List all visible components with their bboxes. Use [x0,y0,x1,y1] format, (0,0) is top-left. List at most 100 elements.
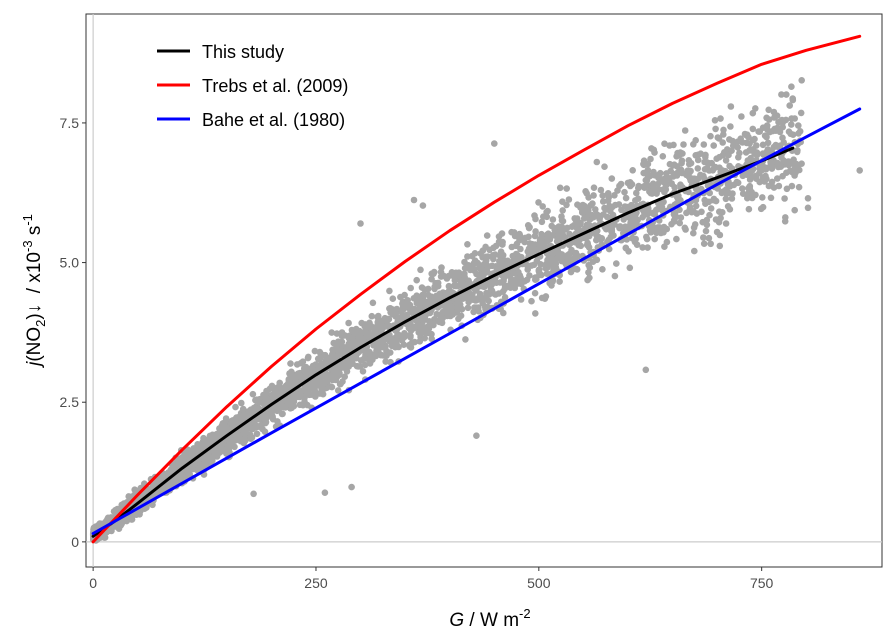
scatter-point [568,223,576,230]
scatter-point [774,175,781,182]
scatter-point [663,238,671,246]
scatter-point [470,308,477,316]
scatter-point [712,216,720,223]
scatter-point [666,160,674,168]
scatter-point [472,287,479,294]
scatter-point [756,178,763,186]
scatter-point [580,215,588,222]
scatter-point [681,127,689,134]
y-axis-title: j(NO2)↓ / x10-3 s-1 [20,214,48,369]
scatter-point [486,246,493,254]
scatter-point [599,198,607,205]
scatter-point [720,131,727,138]
scatter-point [359,335,367,343]
scatter-point [544,207,551,215]
scatter-point [528,240,536,248]
scatter-point [558,213,565,220]
scatter-point [699,218,706,226]
scatter-point [563,185,570,192]
scatter-point [377,351,385,359]
scatter-point [774,143,781,150]
scatter-point [590,192,597,199]
scatter-point [582,234,590,242]
scatter-point [791,206,798,214]
scatter-point [673,153,680,160]
scatter-point [673,194,681,201]
scatter-point [804,195,812,202]
scatter-point [694,165,702,172]
scatter-point [311,347,319,355]
scatter-point [585,207,592,214]
scatter-point [663,170,670,177]
scatter-point [719,152,727,159]
scatter-point [634,195,642,202]
scatter-point [599,266,606,273]
scatter-point [134,509,142,517]
scatter-point [216,449,223,456]
scatter-point [537,237,545,245]
scatter-point [405,324,413,332]
scatter-point [556,184,564,192]
scatter-point [354,363,362,370]
scatter-point [300,365,308,372]
scatter-point [360,355,368,363]
scatter-point [599,192,606,199]
scatter-point [422,302,430,309]
scatter-point [435,317,443,324]
scatter-point [543,260,550,268]
scatter-point [656,224,663,231]
scatter-point [718,189,726,197]
scatter-point [700,172,707,180]
scatter-point [649,210,657,217]
scatter-point [702,227,710,235]
scatter-point [604,213,611,221]
scatter-point [518,280,525,288]
scatter-point [316,348,324,356]
scatter-point [706,189,713,197]
scatter-point [464,241,471,248]
scatter-point [328,329,336,336]
scatter-point [538,218,546,226]
scatter-point [765,106,772,114]
scatter-point [757,205,765,213]
scatter-point [588,211,596,219]
scatter-point [694,156,702,164]
scatter-point [410,196,418,204]
scatter-point [741,130,749,138]
scatter-point [681,224,689,232]
scatter-point [692,202,700,210]
scatter-point [550,266,557,274]
scatter-point [430,268,438,276]
scatter-point [690,229,697,237]
scatter-point [712,125,719,133]
scatter-point [788,83,795,90]
scatter-point [421,334,429,342]
scatter-point [716,164,723,171]
scatter-point [694,175,702,182]
scatter-point [511,257,518,264]
scatter-point [279,410,286,418]
scatter-point [748,194,756,202]
y-tick-label: 2.5 [60,394,80,410]
scatter-point [691,247,698,255]
scatter-point [775,118,782,126]
scatter-point [572,239,579,246]
scatter-point [407,284,415,292]
scatter-point [209,431,216,439]
scatter-point [250,490,257,498]
scatter-point [771,114,778,121]
scatter-point [622,194,630,202]
scatter-point [345,334,353,341]
scatter-point [602,225,610,233]
scatter-point [387,305,394,312]
scatter-point [648,145,655,152]
scatter-point [297,392,304,399]
scatter-point [408,339,416,347]
scatter-point [655,174,662,182]
scatter-point [775,163,782,171]
scatter-point [334,387,342,394]
scatter-point [650,183,657,191]
scatter-point [428,330,435,338]
scatter-point [345,319,352,327]
scatter-point [783,185,791,193]
